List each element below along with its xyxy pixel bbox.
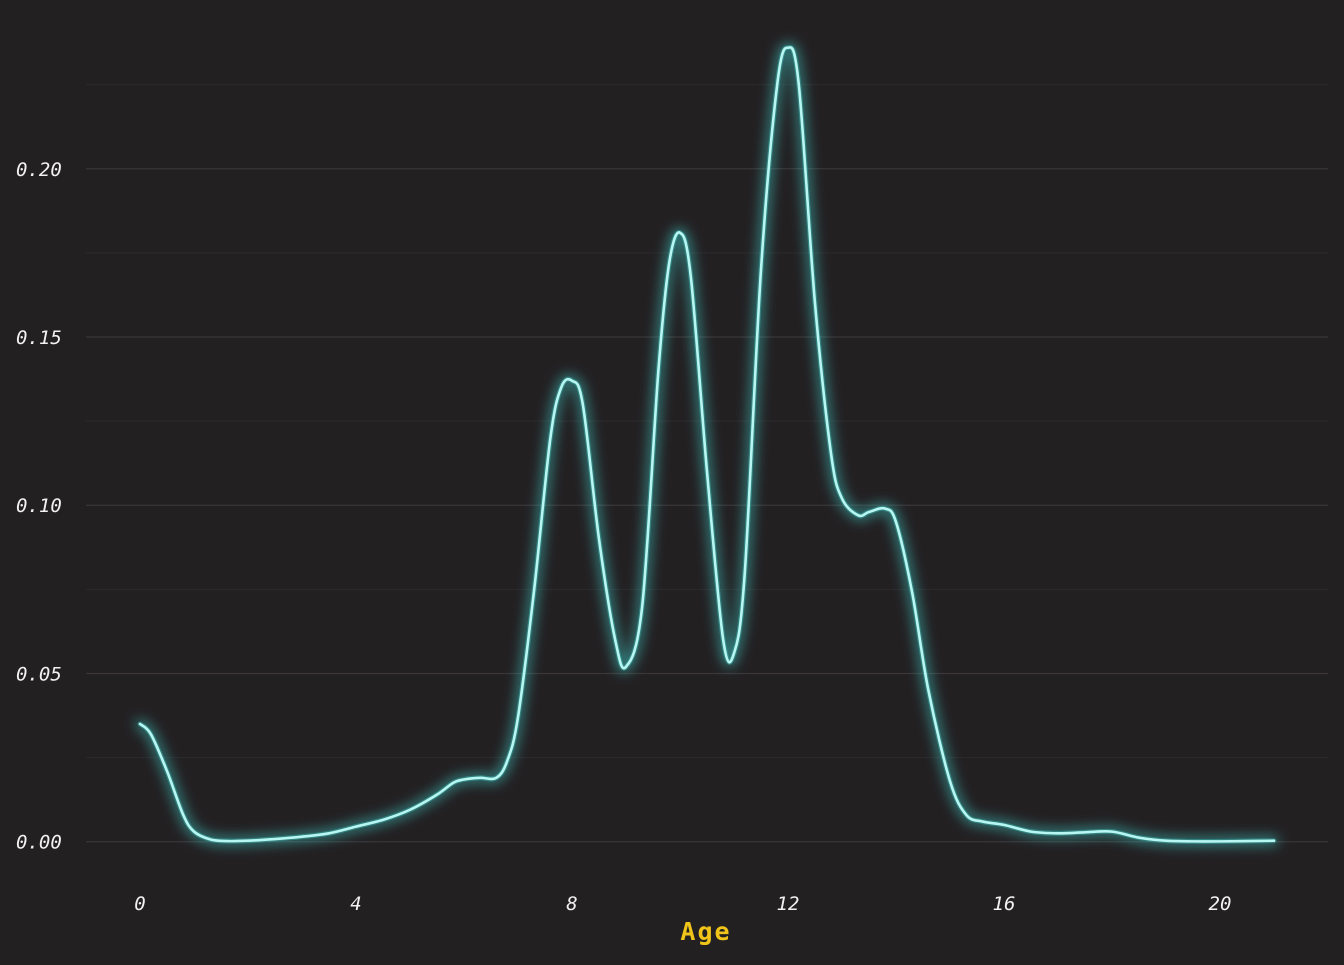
series-layer	[135, 42, 1279, 847]
density-line	[138, 46, 1276, 843]
x-tick-label: 20	[1209, 893, 1232, 915]
y-tick-label: 0.10	[16, 495, 62, 517]
y-tick-label: 0.00	[16, 832, 62, 854]
x-axis-title: Age	[680, 917, 731, 946]
x-tick-label: 0	[134, 893, 145, 915]
x-tick-label: 4	[350, 893, 361, 915]
x-tick-label: 8	[566, 893, 577, 915]
y-tick-label: 0.15	[16, 327, 62, 349]
x-tick-label: 16	[993, 893, 1016, 915]
y-tick-label: 0.05	[16, 663, 62, 685]
y-tick-label: 0.20	[16, 159, 62, 181]
x-axis-tick-labels: 0 4 8 12 16 20	[134, 893, 1231, 915]
x-tick-label: 12	[777, 893, 800, 915]
y-axis-tick-labels: 0.00 0.05 0.10 0.15 0.20	[16, 159, 62, 854]
